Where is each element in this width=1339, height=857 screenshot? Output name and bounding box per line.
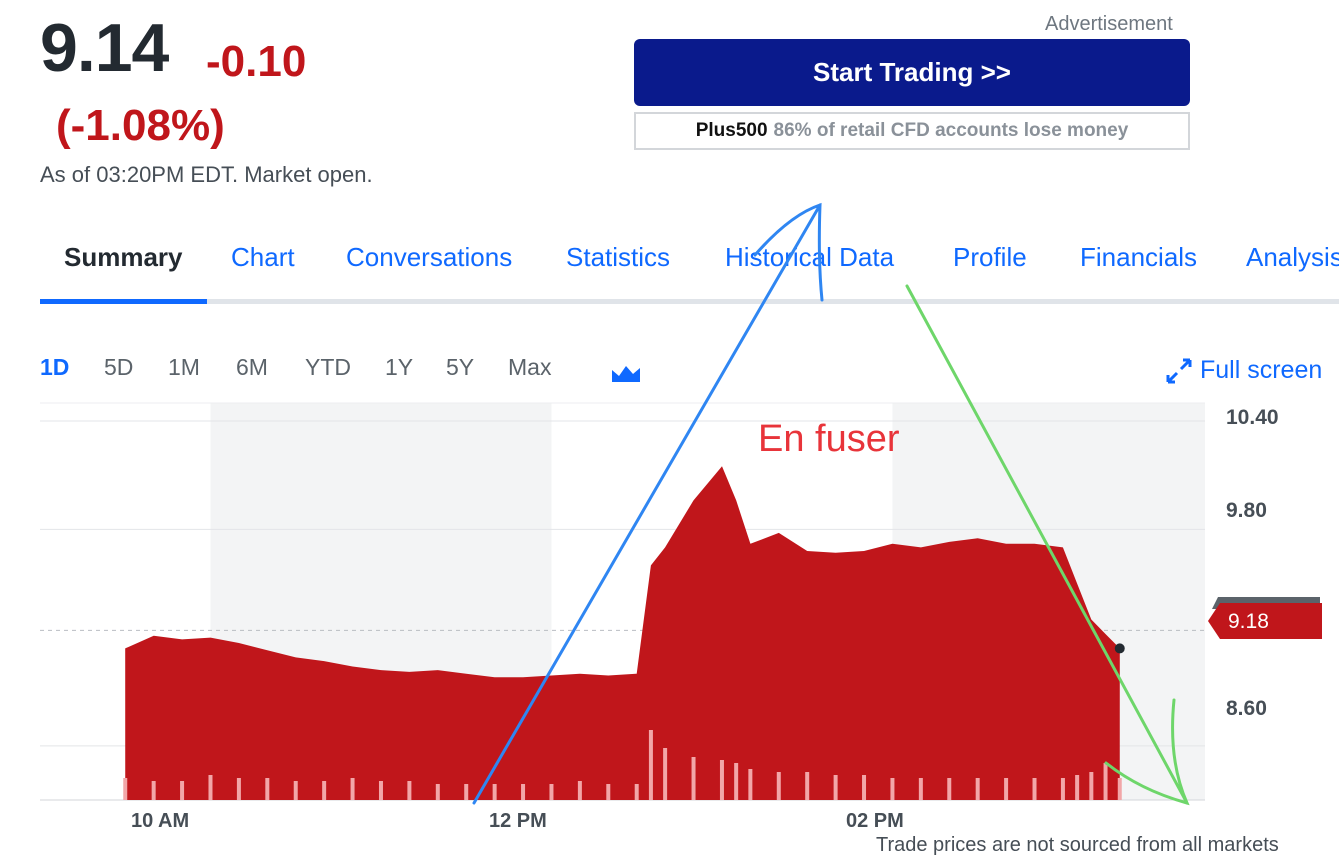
- volume-bar: [1075, 775, 1080, 800]
- volume-bar: [890, 778, 895, 800]
- volume-bar: [634, 784, 639, 800]
- tab-profile[interactable]: Profile: [953, 242, 1027, 272]
- volume-bar: [833, 775, 838, 800]
- volume-bar: [350, 778, 355, 800]
- current-price-tag: 9.18: [1208, 597, 1322, 639]
- ad-brand: Plus500: [695, 120, 768, 141]
- volume-bar: [805, 772, 810, 800]
- ad-disclaimer[interactable]: Plus500 86% of retail CFD accounts lose …: [634, 112, 1190, 150]
- start-trading-button[interactable]: Start Trading >>: [634, 39, 1190, 106]
- volume-bar: [947, 778, 952, 800]
- volume-bar: [123, 778, 128, 800]
- price-area: [125, 466, 1120, 800]
- range-1d[interactable]: 1D: [40, 354, 70, 380]
- current-price-label: 9.18: [1228, 610, 1269, 633]
- footnote: Trade prices are not sourced from all ma…: [876, 834, 1279, 856]
- fullscreen-label: Full screen: [1200, 356, 1323, 384]
- volume-bar: [549, 784, 554, 800]
- ad-disclaimer-text: 86% of retail CFD accounts lose money: [773, 120, 1129, 141]
- tab-chart[interactable]: Chart: [231, 242, 295, 272]
- range-6m[interactable]: 6M: [236, 354, 268, 380]
- x-tick-label: 12 PM: [489, 810, 547, 832]
- volume-bar: [776, 772, 781, 800]
- volume-bar: [577, 781, 582, 800]
- x-tick-label: 02 PM: [846, 810, 904, 832]
- volume-bar: [1032, 778, 1037, 800]
- tab-historical-data[interactable]: Historical Data: [725, 242, 895, 272]
- last-price-dot: [1114, 643, 1125, 654]
- volume-bars: [123, 730, 1122, 800]
- range-1y[interactable]: 1Y: [385, 354, 414, 380]
- tab-financials[interactable]: Financials: [1080, 242, 1198, 272]
- volume-bar: [180, 781, 185, 800]
- volume-bar: [663, 748, 668, 800]
- expand-arrows-icon: [1166, 358, 1192, 383]
- y-tick-label: 10.40: [1226, 406, 1279, 429]
- tab-active-indicator: [40, 299, 207, 304]
- green-annotation-arrow: [905, 284, 1190, 806]
- volume-bar: [151, 781, 156, 800]
- volume-bar: [1103, 763, 1108, 800]
- volume-bar: [748, 769, 753, 800]
- annotation-text: En fuser: [758, 418, 900, 460]
- range-5d[interactable]: 5D: [104, 354, 134, 380]
- volume-bar: [918, 778, 923, 800]
- y-tick-label: 9.80: [1226, 499, 1267, 522]
- stock-price: 9.14: [40, 10, 169, 86]
- volume-bar: [975, 778, 980, 800]
- volume-bar: [407, 781, 412, 800]
- x-tick-label: 10 AM: [131, 810, 190, 832]
- tab-summary[interactable]: Summary: [64, 242, 183, 272]
- volume-bar: [1089, 772, 1094, 800]
- volume-bar: [1117, 778, 1122, 800]
- range-1m[interactable]: 1M: [168, 354, 200, 380]
- annotation-lines: [472, 202, 1190, 806]
- price-area-path: [125, 466, 1120, 800]
- price-change-percent: (-1.08%): [56, 101, 225, 150]
- volume-bar: [648, 730, 653, 800]
- market-status: As of 03:20PM EDT. Market open.: [40, 162, 373, 187]
- fullscreen-button[interactable]: Full screen: [1166, 356, 1322, 385]
- volume-bar: [435, 784, 440, 800]
- volume-bar: [265, 778, 270, 800]
- tab-analysis[interactable]: Analysis: [1246, 242, 1339, 272]
- range-5y[interactable]: 5Y: [446, 354, 475, 380]
- volume-bar: [492, 784, 497, 800]
- volume-bar: [734, 763, 739, 800]
- price-change: -0.10: [206, 37, 307, 86]
- volume-bar: [719, 760, 724, 800]
- advertisement-label: Advertisement: [1045, 13, 1173, 35]
- volume-bar: [1004, 778, 1009, 800]
- y-tick-label: 8.60: [1226, 697, 1267, 720]
- range-max[interactable]: Max: [508, 354, 552, 380]
- volume-bar: [464, 784, 469, 800]
- volume-bar: [208, 775, 213, 800]
- mountain-chart-icon[interactable]: [612, 362, 640, 382]
- range-ytd[interactable]: YTD: [305, 354, 351, 380]
- volume-bar: [606, 784, 611, 800]
- tab-conversations[interactable]: Conversations: [346, 242, 513, 272]
- volume-bar: [236, 778, 241, 800]
- blue-annotation-arrow: [472, 202, 824, 805]
- volume-bar: [1060, 778, 1065, 800]
- volume-bar: [691, 757, 696, 800]
- quote-tabs: Summary Chart Conversations Statistics H…: [40, 236, 1339, 304]
- volume-bar: [378, 781, 383, 800]
- tab-statistics[interactable]: Statistics: [566, 242, 671, 272]
- volume-bar: [322, 781, 327, 800]
- tab-track: [40, 299, 1339, 304]
- volume-bar: [862, 775, 867, 800]
- volume-bar: [521, 784, 526, 800]
- volume-bar: [293, 781, 298, 800]
